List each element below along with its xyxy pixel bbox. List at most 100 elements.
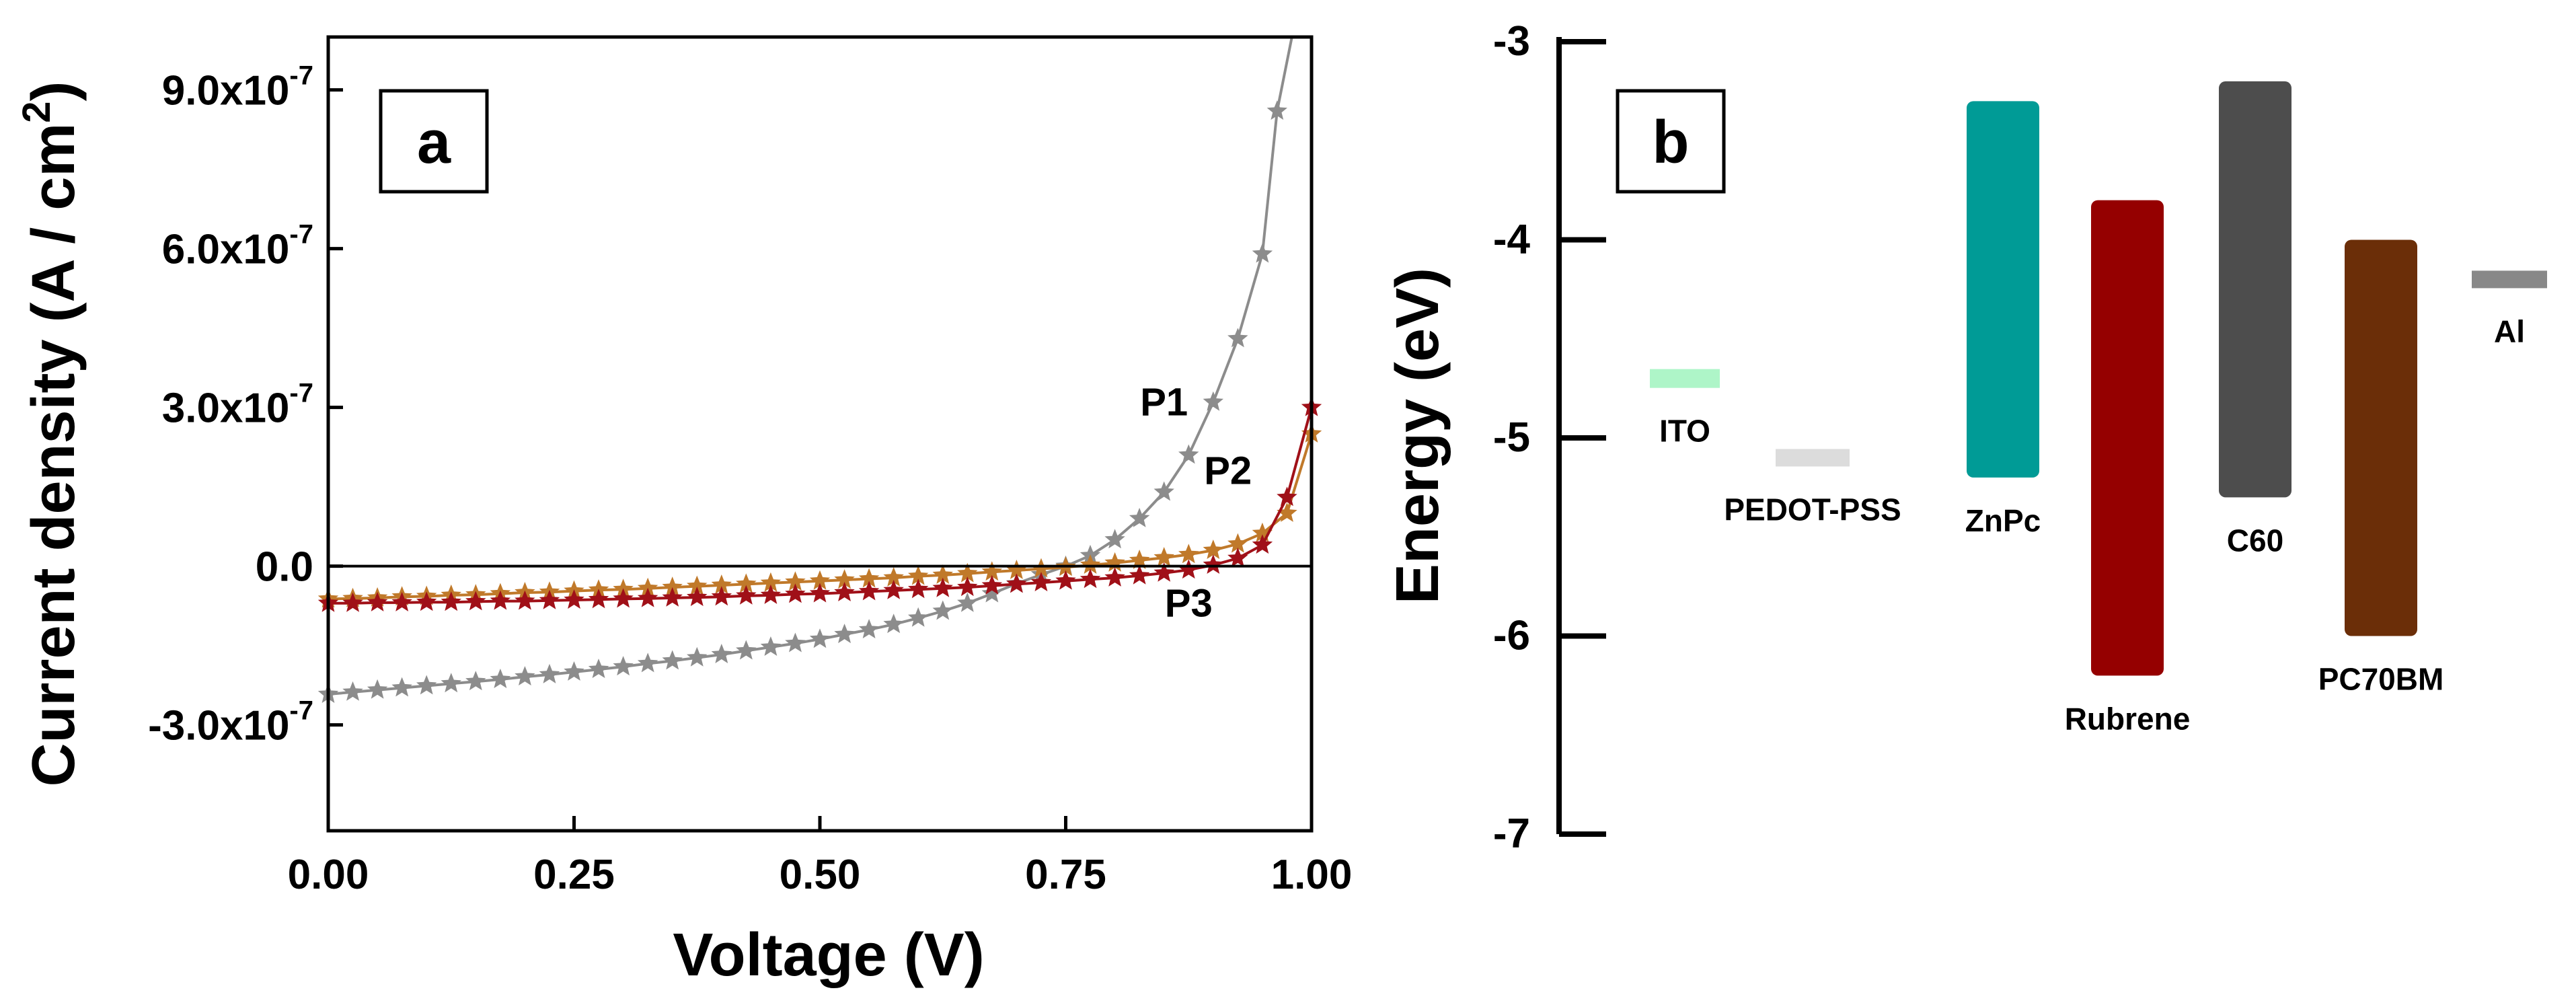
data-point-p1 [932,600,953,620]
curve-label-p1: P1 [1140,380,1188,424]
data-point-p3 [760,584,782,604]
level-label-ito: ITO [1659,414,1710,449]
data-point-p3 [858,581,880,601]
data-point-p2 [1153,547,1174,566]
jv-y-axis-title-text: Current density (A / cm [20,123,87,787]
level-bar-rubrene [2091,200,2164,676]
data-point-p1 [515,666,535,685]
data-point-p3 [1203,554,1223,574]
data-point-p1 [391,677,412,697]
data-point-p2 [1030,558,1052,578]
data-point-p3 [1129,564,1150,585]
jv-y-axis-title-close: ) [20,81,87,101]
jv-curve-labels: P1 P2 P3 [1140,380,1252,625]
data-point-p3 [515,590,535,610]
jv-y-tick-exponent: -7 [289,379,313,408]
jv-y-tick-label: -3.0x10-7 [148,696,313,749]
data-point-p1 [662,650,683,670]
data-point-p1 [834,624,855,644]
energy-levels: ITO PEDOT-PSS ZnPc Rubrene C60 PC70BM Al [1650,81,2547,736]
data-point-p1 [883,613,904,634]
data-point-p2 [1203,539,1223,559]
jv-y-tick-mantissa: -3.0x10 [148,703,289,749]
data-point-p2 [662,576,683,597]
jv-y-tick-mantissa: 9.0x10 [162,68,290,114]
jv-chart: 0.00 0.25 0.50 0.75 1.00 -3.0x10-70.03.0x10-… [15,35,1352,989]
data-point-p1 [441,673,461,693]
data-point-p3 [465,591,486,611]
data-point-p1 [760,636,782,656]
data-point-p2 [711,574,732,594]
jv-y-tick-label: 0.0 [256,544,313,591]
data-point-p2 [637,577,658,597]
data-point-p1 [342,681,363,701]
data-point-p3 [1030,572,1052,591]
data-point-p1 [736,640,757,660]
data-point-p2 [1277,502,1297,522]
data-point-p3 [981,574,1003,595]
data-point-p1 [1203,391,1223,411]
level-line-ito [1650,369,1720,388]
data-point-p1 [613,656,634,676]
data-point-p1 [1266,100,1287,120]
energy-tick-label: -5 [1493,414,1530,461]
data-point-p1 [908,607,929,627]
data-point-p2 [760,572,782,592]
data-point-p2 [1104,552,1125,572]
data-point-p2 [1252,522,1273,542]
data-point-p1 [367,679,388,699]
energy-tick-label: -4 [1493,217,1531,263]
data-point-p2 [1178,544,1199,564]
data-point-p2 [834,569,855,589]
data-point-p1 [490,669,511,688]
data-point-p3 [613,588,634,608]
energy-tick-label: -6 [1493,613,1530,659]
jv-y-ticks: -3.0x10-70.03.0x10-76.0x10-79.0x10-7 [148,61,343,749]
data-point-p1 [416,675,437,695]
data-point-p3 [1227,547,1248,567]
jv-y-tick-mantissa: 6.0x10 [162,227,290,273]
data-point-p2 [957,562,978,583]
data-point-p1 [637,652,658,673]
data-point-p3 [711,586,732,606]
jv-y-tick-exponent: -7 [289,220,313,250]
data-point-p2 [1227,533,1248,553]
data-point-p3 [441,591,461,611]
data-point-p3 [785,583,806,603]
level-bar-pc70bm [2345,239,2417,636]
data-point-p3 [564,589,584,609]
data-point-p3 [490,590,511,610]
data-point-p3 [908,579,929,599]
level-label-rubrene: Rubrene [2065,701,2191,736]
jv-y-tick-label: 6.0x10-7 [162,220,313,273]
level-label-al: Al [2494,313,2525,348]
data-point-p1 [1252,243,1273,263]
jv-x-tick-label: 0.00 [288,852,369,898]
data-point-p3 [367,591,388,611]
data-point-p1 [957,592,978,612]
data-point-p3 [1055,570,1076,590]
data-point-p2 [883,567,904,587]
level-line-al [2472,270,2547,289]
jv-y-axis-title: Current density (A / cm2) [15,81,87,786]
data-point-p1 [687,646,708,667]
energy-y-axis-title: Energy (eV) [1384,268,1451,604]
data-point-p3 [539,589,560,609]
data-point-p3 [391,591,412,611]
data-point-p3 [588,589,609,609]
data-point-p2 [736,573,757,593]
series-p2 [317,423,1322,608]
jv-x-axis-title: Voltage (V) [673,922,984,989]
data-point-p2 [687,575,708,595]
data-point-p2 [1079,554,1101,574]
data-point-p2 [932,564,953,584]
data-point-p1 [588,659,609,678]
data-point-p2 [1129,550,1150,569]
data-point-p2 [809,570,831,590]
data-point-p3 [1277,486,1297,507]
data-point-p2 [981,561,1003,581]
panel-label-box-b [1616,89,1726,194]
data-point-p1 [711,644,732,663]
level-bar-c60 [2219,81,2291,498]
